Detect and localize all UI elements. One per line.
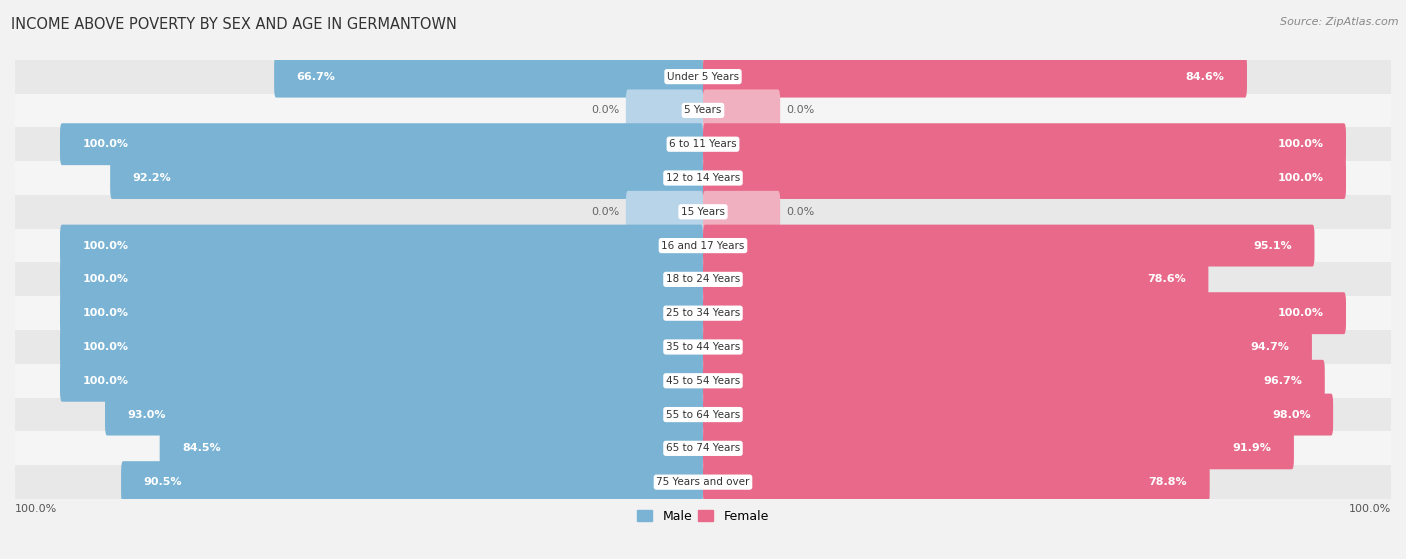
Text: 100.0%: 100.0% [83,342,128,352]
FancyBboxPatch shape [626,89,703,131]
Bar [15,229,1391,263]
Text: 15 Years: 15 Years [681,207,725,217]
Text: 100.0%: 100.0% [1278,173,1323,183]
Text: 16 and 17 Years: 16 and 17 Years [661,240,745,250]
Text: 100.0%: 100.0% [15,504,58,514]
Text: 0.0%: 0.0% [591,207,620,217]
FancyBboxPatch shape [274,56,703,98]
Bar [15,93,1391,127]
Bar [15,330,1391,364]
Bar [15,127,1391,161]
Text: 93.0%: 93.0% [128,410,166,420]
Text: 95.1%: 95.1% [1253,240,1292,250]
FancyBboxPatch shape [703,394,1333,435]
FancyBboxPatch shape [60,326,703,368]
FancyBboxPatch shape [703,292,1346,334]
FancyBboxPatch shape [703,428,1294,470]
Text: 18 to 24 Years: 18 to 24 Years [666,274,740,285]
FancyBboxPatch shape [703,56,1247,98]
Text: 78.8%: 78.8% [1149,477,1187,487]
Text: 100.0%: 100.0% [83,274,128,285]
Text: 90.5%: 90.5% [143,477,183,487]
Text: 25 to 34 Years: 25 to 34 Years [666,308,740,318]
Text: 6 to 11 Years: 6 to 11 Years [669,139,737,149]
FancyBboxPatch shape [160,428,703,470]
Bar [15,195,1391,229]
Text: INCOME ABOVE POVERTY BY SEX AND AGE IN GERMANTOWN: INCOME ABOVE POVERTY BY SEX AND AGE IN G… [11,17,457,32]
Legend: Male, Female: Male, Female [633,505,773,528]
Text: 94.7%: 94.7% [1250,342,1289,352]
Text: 91.9%: 91.9% [1233,443,1271,453]
Text: 78.6%: 78.6% [1147,274,1185,285]
Text: 35 to 44 Years: 35 to 44 Years [666,342,740,352]
FancyBboxPatch shape [121,461,703,503]
FancyBboxPatch shape [703,123,1346,165]
Text: 0.0%: 0.0% [591,106,620,115]
Text: 45 to 54 Years: 45 to 54 Years [666,376,740,386]
Text: 55 to 64 Years: 55 to 64 Years [666,410,740,420]
Text: 84.5%: 84.5% [183,443,221,453]
Bar [15,296,1391,330]
Text: 98.0%: 98.0% [1272,410,1310,420]
Text: 92.2%: 92.2% [132,173,172,183]
FancyBboxPatch shape [703,360,1324,402]
Text: 100.0%: 100.0% [83,308,128,318]
Text: 75 Years and over: 75 Years and over [657,477,749,487]
FancyBboxPatch shape [703,258,1208,300]
Text: 0.0%: 0.0% [786,106,815,115]
Bar [15,364,1391,397]
Text: 100.0%: 100.0% [1278,139,1323,149]
Text: Source: ZipAtlas.com: Source: ZipAtlas.com [1281,17,1399,27]
Text: 0.0%: 0.0% [786,207,815,217]
FancyBboxPatch shape [703,225,1315,267]
Text: 100.0%: 100.0% [83,376,128,386]
Bar [15,397,1391,432]
Text: 100.0%: 100.0% [83,240,128,250]
FancyBboxPatch shape [60,225,703,267]
Text: 66.7%: 66.7% [297,72,336,82]
Text: 12 to 14 Years: 12 to 14 Years [666,173,740,183]
Bar [15,432,1391,465]
Text: 65 to 74 Years: 65 to 74 Years [666,443,740,453]
Bar [15,263,1391,296]
Text: 100.0%: 100.0% [83,139,128,149]
FancyBboxPatch shape [703,461,1209,503]
Text: 100.0%: 100.0% [1348,504,1391,514]
FancyBboxPatch shape [60,123,703,165]
FancyBboxPatch shape [703,157,1346,199]
FancyBboxPatch shape [60,360,703,402]
FancyBboxPatch shape [626,191,703,233]
FancyBboxPatch shape [703,326,1312,368]
FancyBboxPatch shape [60,292,703,334]
Text: 100.0%: 100.0% [1278,308,1323,318]
Bar [15,60,1391,93]
Text: Under 5 Years: Under 5 Years [666,72,740,82]
Text: 96.7%: 96.7% [1264,376,1302,386]
FancyBboxPatch shape [703,89,780,131]
FancyBboxPatch shape [60,258,703,300]
FancyBboxPatch shape [703,191,780,233]
Bar [15,161,1391,195]
Text: 5 Years: 5 Years [685,106,721,115]
FancyBboxPatch shape [110,157,703,199]
Text: 84.6%: 84.6% [1185,72,1225,82]
FancyBboxPatch shape [105,394,703,435]
Bar [15,465,1391,499]
